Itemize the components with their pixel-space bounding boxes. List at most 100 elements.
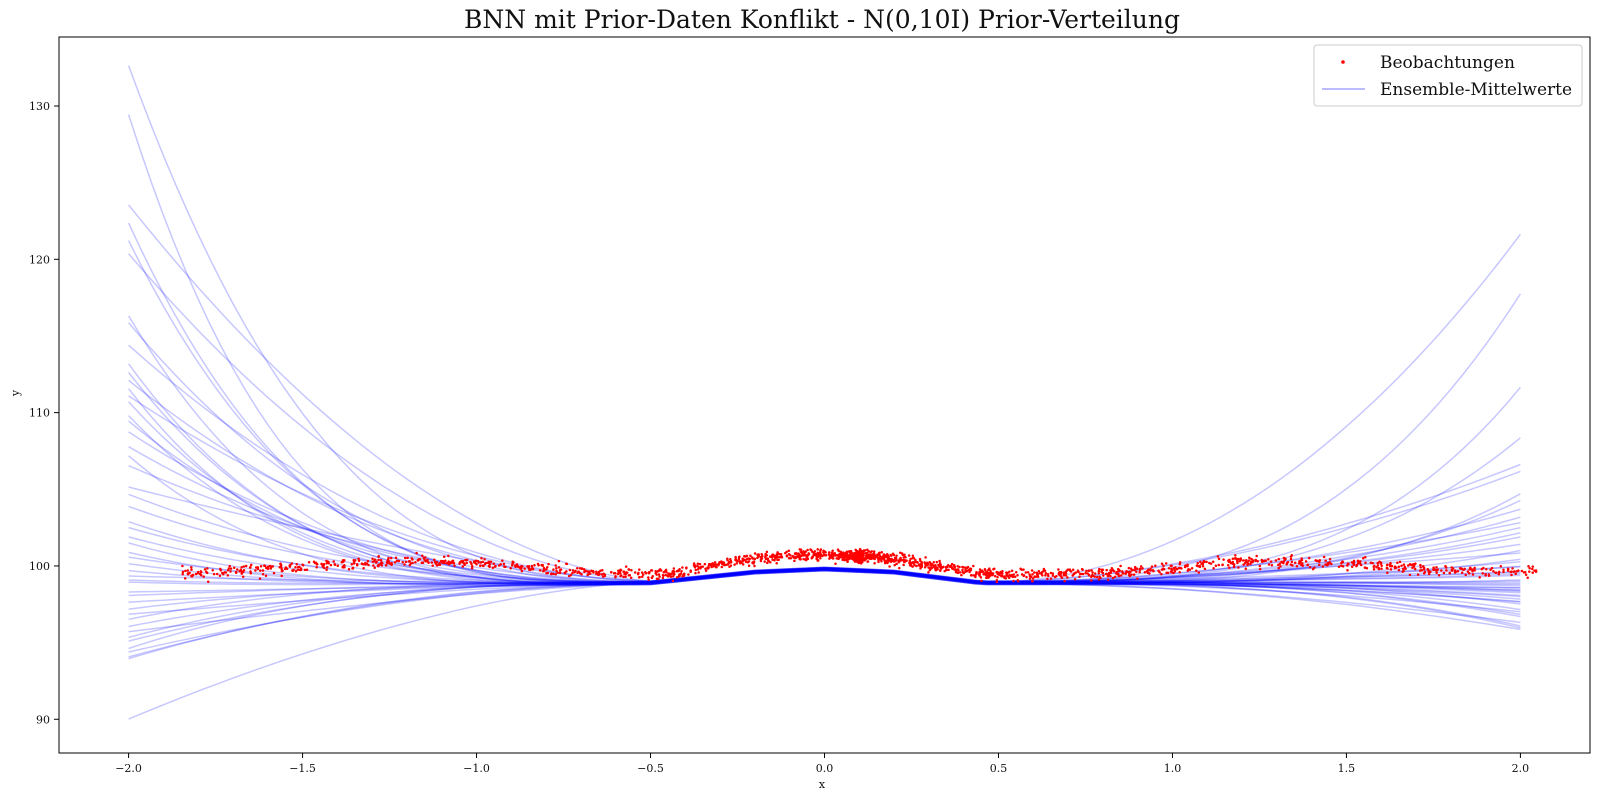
observation-point: [861, 560, 864, 564]
observation-point: [236, 568, 239, 571]
observation-point: [411, 558, 414, 561]
observation-point: [927, 566, 930, 569]
observation-point: [465, 558, 468, 562]
observation-point: [597, 570, 601, 574]
observation-point: [1188, 568, 1192, 572]
observation-point: [685, 567, 688, 570]
observation-point: [882, 557, 886, 560]
observation-point: [1100, 570, 1103, 573]
observation-point: [918, 563, 921, 566]
observation-point: [1293, 561, 1297, 564]
observation-point: [531, 568, 535, 571]
observation-point: [1113, 575, 1117, 579]
observation-point: [1440, 569, 1443, 572]
observation-point: [1239, 557, 1243, 560]
observation-point: [903, 555, 907, 559]
observation-point: [956, 568, 960, 571]
ensemble-line: [128, 568, 1521, 658]
observation-point: [362, 566, 365, 570]
observation-point: [241, 575, 245, 578]
observation-point: [756, 553, 759, 557]
observation-point: [1524, 573, 1528, 576]
observation-point: [961, 568, 964, 572]
observation-point: [1033, 575, 1036, 578]
observation-point: [780, 556, 784, 559]
observation-point: [435, 560, 439, 564]
observation-point: [1146, 570, 1149, 574]
observation-point: [890, 554, 893, 558]
observation-point: [888, 565, 891, 568]
observation-point: [1376, 561, 1379, 565]
observation-point: [981, 570, 985, 573]
observation-point: [1324, 563, 1327, 566]
observation-point: [403, 556, 407, 560]
observation-point: [1112, 569, 1116, 573]
observation-point: [1012, 579, 1015, 583]
observation-point: [249, 565, 252, 569]
ensemble-line: [128, 322, 1521, 585]
observation-point: [802, 553, 806, 557]
observation-point: [347, 567, 351, 571]
observation-point: [1232, 565, 1236, 568]
observation-point: [1245, 559, 1248, 562]
observation-point: [520, 564, 523, 568]
observation-point: [313, 561, 317, 565]
observation-point: [707, 562, 711, 566]
observation-point: [1482, 566, 1485, 570]
observation-point: [516, 565, 520, 568]
observation-point: [905, 559, 908, 562]
observation-point: [892, 553, 896, 557]
observation-point: [373, 566, 376, 569]
observation-point: [341, 560, 344, 564]
observation-point: [1380, 564, 1383, 568]
observation-point: [827, 553, 831, 556]
legend-label-observations: Beobachtungen: [1380, 53, 1515, 73]
observation-point: [202, 575, 205, 578]
ensemble-line: [128, 536, 1521, 584]
observation-point: [1317, 563, 1321, 567]
observation-point: [617, 571, 620, 575]
observation-point: [453, 564, 456, 567]
observation-point: [964, 566, 967, 570]
observation-point: [747, 564, 751, 567]
ensemble-line: [128, 566, 1521, 642]
ensemble-line: [128, 493, 1521, 583]
observation-point: [1462, 568, 1465, 572]
observation-point: [671, 570, 674, 573]
observation-point: [1241, 559, 1245, 562]
ensemble-line: [128, 486, 1521, 585]
observation-point: [1100, 568, 1103, 572]
observation-point: [1376, 564, 1380, 567]
observation-point: [1254, 558, 1257, 562]
observation-point: [764, 555, 767, 559]
observation-point: [677, 574, 681, 578]
observation-point: [765, 550, 769, 554]
observation-point: [557, 559, 561, 563]
observation-point: [473, 561, 476, 564]
observation-point: [1014, 571, 1018, 574]
observation-point: [571, 569, 575, 572]
observation-point: [954, 570, 958, 574]
observation-point: [1205, 560, 1208, 564]
observation-point: [1487, 573, 1491, 576]
observation-point: [1411, 566, 1414, 570]
observation-point: [816, 548, 819, 551]
observation-point: [799, 557, 802, 561]
observation-point: [968, 570, 971, 574]
observation-point: [743, 558, 746, 562]
observation-point: [228, 564, 231, 568]
observation-point: [746, 560, 750, 564]
observation-point: [203, 568, 207, 571]
observation-point: [447, 554, 450, 558]
observation-point: [557, 566, 561, 569]
observation-point: [1481, 572, 1484, 575]
observation-point: [1400, 564, 1403, 568]
observation-point: [857, 550, 861, 554]
observation-point: [1459, 567, 1463, 571]
x-tick-label: 0.0: [816, 762, 834, 775]
ensemble-line: [128, 568, 1521, 628]
observation-point: [924, 556, 927, 559]
observation-point: [465, 561, 468, 565]
observation-point: [530, 564, 534, 568]
observation-point: [703, 562, 707, 566]
